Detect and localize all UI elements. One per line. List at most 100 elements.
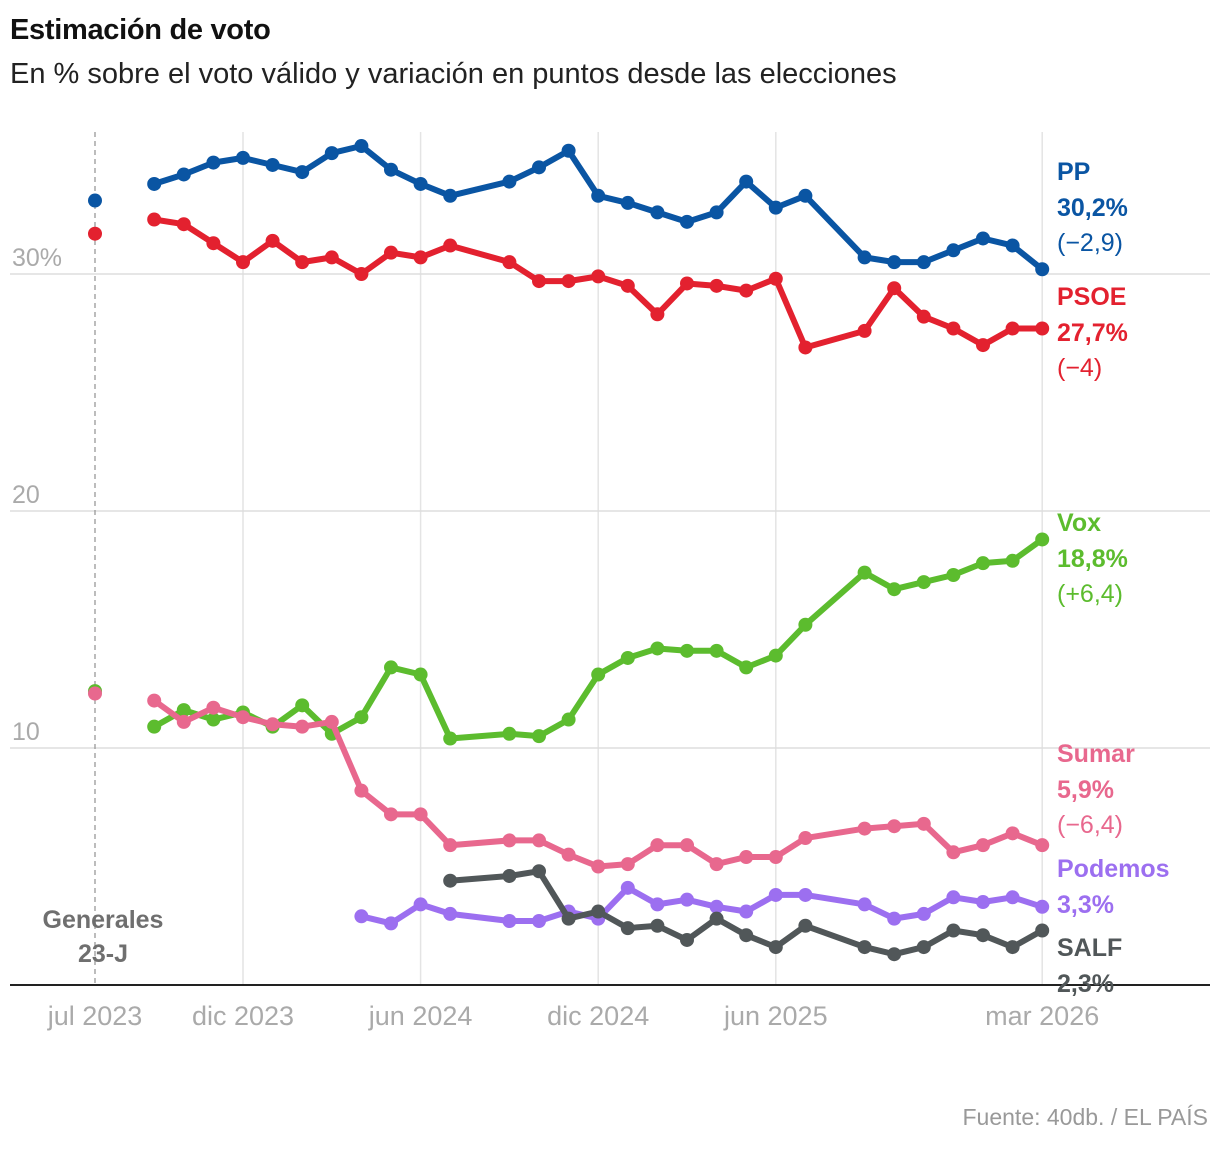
election-point — [88, 226, 102, 241]
data-point — [354, 267, 369, 281]
data-point — [857, 940, 872, 955]
data-point — [768, 648, 783, 663]
series-value-salf: 2,3% — [1057, 970, 1114, 998]
data-point — [1035, 923, 1050, 938]
data-point — [295, 719, 310, 734]
data-point — [532, 914, 546, 929]
data-point — [1035, 262, 1050, 277]
data-point — [413, 807, 428, 822]
data-point — [798, 887, 813, 902]
data-point — [502, 726, 517, 741]
data-point — [680, 932, 694, 947]
data-point — [443, 188, 458, 203]
data-point — [916, 816, 931, 831]
data-point — [976, 895, 990, 910]
data-point — [650, 838, 665, 853]
source-note: Fuente: 40db. / EL PAÍS — [962, 1104, 1209, 1130]
series-label-sumar: Sumar — [1057, 740, 1135, 768]
data-point — [206, 712, 221, 727]
data-point — [324, 250, 339, 265]
series-label-salf: SALF — [1057, 934, 1122, 962]
chart-title: Estimación de voto — [10, 14, 271, 46]
data-point — [680, 276, 694, 291]
data-point — [768, 850, 783, 865]
data-point — [324, 146, 339, 161]
data-point — [739, 850, 754, 865]
data-point — [946, 321, 961, 336]
election-point — [88, 686, 102, 701]
label-layer: 30% 20 10 Generales 23-J jul 2023 dic 2023 jun … — [12, 158, 1170, 1031]
data-point — [946, 243, 961, 258]
series-layer — [88, 139, 1050, 962]
data-point — [650, 918, 665, 933]
series-value-pp: 30,2% — [1057, 194, 1128, 222]
data-point — [176, 703, 191, 718]
data-point — [502, 174, 517, 189]
data-point — [384, 162, 398, 177]
series-change-psoe: (−4) — [1057, 354, 1102, 382]
series-value-podemos: 3,3% — [1057, 891, 1114, 919]
data-point — [532, 729, 546, 744]
x-tick-label: dic 2024 — [547, 1001, 649, 1031]
data-point — [768, 887, 783, 902]
series-label-psoe: PSOE — [1057, 283, 1126, 311]
series-line-podemos — [358, 884, 1046, 927]
data-point — [443, 906, 458, 921]
data-point — [354, 139, 369, 154]
data-point — [236, 710, 250, 725]
data-point — [620, 921, 635, 936]
data-point — [620, 195, 635, 210]
data-point — [976, 338, 990, 353]
data-point — [1005, 321, 1020, 336]
data-point — [680, 214, 694, 229]
data-point — [147, 212, 162, 227]
data-point — [591, 188, 606, 203]
y-tick-label: 30% — [12, 244, 62, 272]
data-point — [1035, 838, 1050, 853]
data-point — [532, 864, 546, 879]
data-point — [709, 899, 724, 914]
data-point — [976, 838, 990, 853]
line-chart: 30% 20 10 Generales 23-J jul 2023 dic 2023 jun … — [10, 132, 1210, 1031]
data-point — [887, 947, 902, 962]
data-point — [887, 911, 902, 926]
data-point — [709, 911, 724, 926]
data-point — [946, 923, 961, 938]
data-point — [443, 731, 458, 746]
data-point — [1005, 238, 1020, 253]
series-sumar — [88, 686, 1050, 874]
data-point — [946, 567, 961, 582]
data-point — [265, 717, 280, 732]
data-point — [916, 309, 931, 324]
data-point — [384, 807, 398, 822]
data-point — [887, 281, 902, 296]
data-point — [887, 819, 902, 834]
data-point — [532, 160, 546, 175]
data-point — [561, 712, 576, 727]
data-point — [1005, 940, 1020, 955]
data-point — [384, 660, 398, 675]
data-point — [354, 909, 369, 924]
data-point — [561, 274, 576, 289]
data-point — [916, 575, 931, 590]
data-point — [413, 250, 428, 265]
data-point — [916, 906, 931, 921]
data-point — [147, 719, 162, 734]
data-point — [1035, 899, 1050, 914]
data-point — [887, 255, 902, 270]
data-point — [591, 904, 606, 919]
election-marker-label: Generales — [43, 906, 164, 934]
series-salf — [443, 864, 1050, 962]
data-point — [354, 710, 369, 725]
series-psoe — [88, 212, 1050, 355]
data-point — [324, 714, 339, 729]
data-point — [857, 565, 872, 580]
data-point — [206, 155, 221, 170]
data-point — [1005, 553, 1020, 568]
data-point — [768, 200, 783, 215]
data-point — [443, 238, 458, 253]
data-point — [236, 255, 250, 270]
data-point — [680, 892, 694, 907]
data-point — [443, 838, 458, 853]
data-point — [620, 650, 635, 665]
